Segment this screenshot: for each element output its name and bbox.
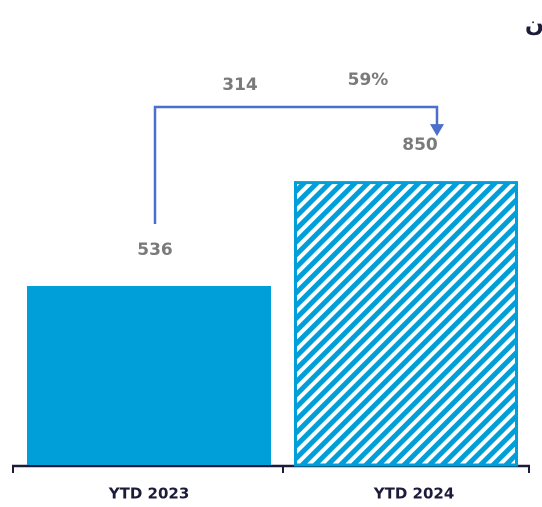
change-arrow xyxy=(153,105,439,224)
x-tick-label: YTD 2023 xyxy=(108,485,190,503)
data-label: 536 xyxy=(137,240,173,260)
arrow-head xyxy=(430,124,444,137)
bar xyxy=(294,181,518,467)
chart-title: صافي الربح العائد للمساهمين xyxy=(525,11,542,36)
annotation: 314 xyxy=(222,75,258,95)
annotation: 59% xyxy=(348,70,389,90)
x-tick-label: YTD 2024 xyxy=(373,485,455,503)
data-label: 850 xyxy=(402,135,438,155)
bar xyxy=(27,285,271,465)
